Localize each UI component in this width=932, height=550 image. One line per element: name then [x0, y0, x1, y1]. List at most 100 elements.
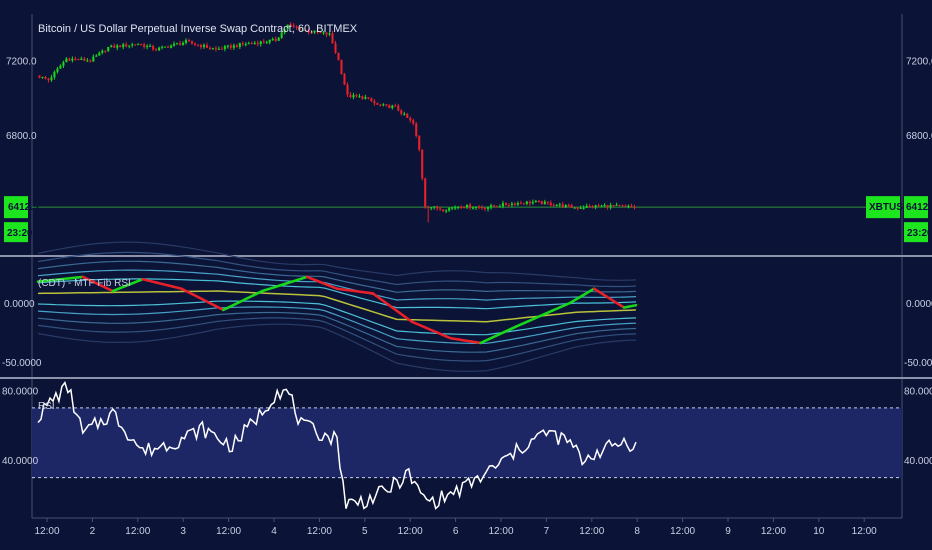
candle-body: [208, 47, 211, 49]
candle-body: [134, 44, 137, 46]
candle-body: [448, 208, 451, 211]
x-axis-tick-label: 7: [544, 526, 550, 537]
candle-body: [594, 205, 597, 208]
x-axis-tick-label: 10: [813, 526, 825, 537]
candle-body: [358, 96, 361, 98]
last-price-badge-left[interactable]: 6412.5: [4, 196, 39, 219]
candle-body: [137, 44, 140, 46]
candle-body: [445, 210, 448, 212]
candle-body: [47, 78, 50, 81]
price-y-tick-left-6800: 6800.0: [6, 131, 37, 142]
candle-body: [555, 205, 558, 207]
candle-body: [603, 204, 606, 206]
candle-body: [232, 45, 235, 48]
fib-rsi-y-tick-right-0: 0.0000: [906, 299, 932, 310]
candle-body: [247, 43, 250, 45]
last-price-badge-right[interactable]: 6412.5: [904, 196, 932, 219]
candle-body: [570, 205, 573, 208]
x-axis-tick-label: 12:00: [216, 526, 241, 537]
candle-body: [334, 43, 337, 53]
candle-body: [630, 205, 633, 207]
candle-body: [606, 204, 609, 208]
candle-body: [80, 58, 83, 60]
candle-body: [540, 201, 543, 205]
fib-rsi-band-line: [37, 260, 637, 293]
candle-body: [253, 42, 256, 44]
fib-rsi-band-line: [37, 317, 637, 362]
candle-body: [427, 206, 430, 208]
candle-body: [370, 98, 373, 102]
rsi-pane[interactable]: RSI 80.0000 40.0000 80.0000 40.0000: [2, 380, 932, 510]
candle-body: [600, 205, 603, 207]
candle-body: [325, 32, 328, 35]
candle-body: [430, 207, 433, 209]
candle-body: [178, 43, 182, 45]
candle-body: [507, 204, 510, 206]
candle-body: [292, 25, 295, 27]
fib-rsi-main-line: [36, 275, 638, 345]
candle-body: [265, 42, 268, 44]
candle-body: [528, 201, 531, 204]
candle-body: [543, 201, 546, 205]
candle-body: [298, 27, 301, 31]
candle-body: [486, 207, 490, 209]
x-axis-tick-label: 12:00: [34, 526, 59, 537]
candle-body: [618, 204, 621, 206]
x-axis-tick-label: 6: [453, 526, 459, 537]
candle-body: [220, 48, 223, 50]
candle-body: [50, 77, 53, 81]
candle-body: [373, 101, 376, 104]
price-y-tick-left-7200: 7200.0: [6, 57, 37, 68]
candle-body: [41, 76, 44, 78]
x-axis-tick-label: 12:00: [852, 526, 877, 537]
candle-body: [624, 205, 627, 207]
rsi-label: RSI: [38, 401, 55, 412]
candle-body: [74, 58, 77, 60]
candle-body: [170, 45, 173, 48]
candle-body: [361, 96, 364, 99]
candle-body: [522, 203, 525, 205]
candle-body: [125, 44, 128, 47]
fib-rsi-y-tick-left-minus50: -50.0000: [2, 358, 42, 369]
candle-body: [376, 103, 379, 105]
x-axis[interactable]: 12:00 2 12:00 3 12:00 4 12:00 5 12:00 6 12:00 7 12:0…: [34, 518, 877, 537]
candle-body: [331, 33, 334, 44]
candle-body: [146, 46, 149, 48]
countdown-badge-right: 23:20: [904, 222, 932, 243]
candle-body: [558, 204, 561, 206]
candlestick-series: [38, 22, 636, 223]
candle-body: [409, 117, 412, 121]
candle-body: [104, 50, 107, 52]
candle-body: [480, 207, 484, 209]
candle-body: [531, 201, 534, 204]
candle-body: [633, 206, 636, 208]
candle-body: [83, 58, 86, 61]
candle-body: [364, 97, 367, 99]
candle-body: [463, 207, 466, 209]
x-axis-tick-label: 3: [180, 526, 186, 537]
fib-rsi-band-line: [37, 306, 637, 344]
rsi-path: [37, 380, 637, 510]
candle-body: [128, 45, 131, 47]
candle-body: [235, 45, 238, 47]
candle-body: [167, 46, 170, 48]
price-pane[interactable]: 7200.0 6800.0 7200.0 6800.0 Bitcoin / US…: [4, 22, 932, 243]
candle-body: [226, 45, 229, 47]
candle-body: [107, 47, 110, 52]
fib-rsi-pane[interactable]: (CDT) - MTF Fib RSI 0.0000 -50.0000 0.00…: [2, 241, 932, 372]
fib-rsi-band-line: [37, 251, 637, 288]
symbol-badge[interactable]: XBTUSD: [866, 196, 910, 219]
candle-body: [172, 43, 176, 46]
candle-body: [250, 43, 253, 45]
countdown-left: 23:20: [7, 228, 33, 239]
candle-body: [576, 207, 579, 209]
candle-body: [196, 44, 200, 46]
candle-body: [400, 110, 403, 114]
candle-body: [534, 201, 537, 203]
candle-body: [549, 202, 552, 206]
candle-body: [283, 29, 286, 33]
candle-body: [190, 41, 194, 44]
candle-body: [561, 204, 564, 208]
candle-body: [519, 203, 522, 205]
